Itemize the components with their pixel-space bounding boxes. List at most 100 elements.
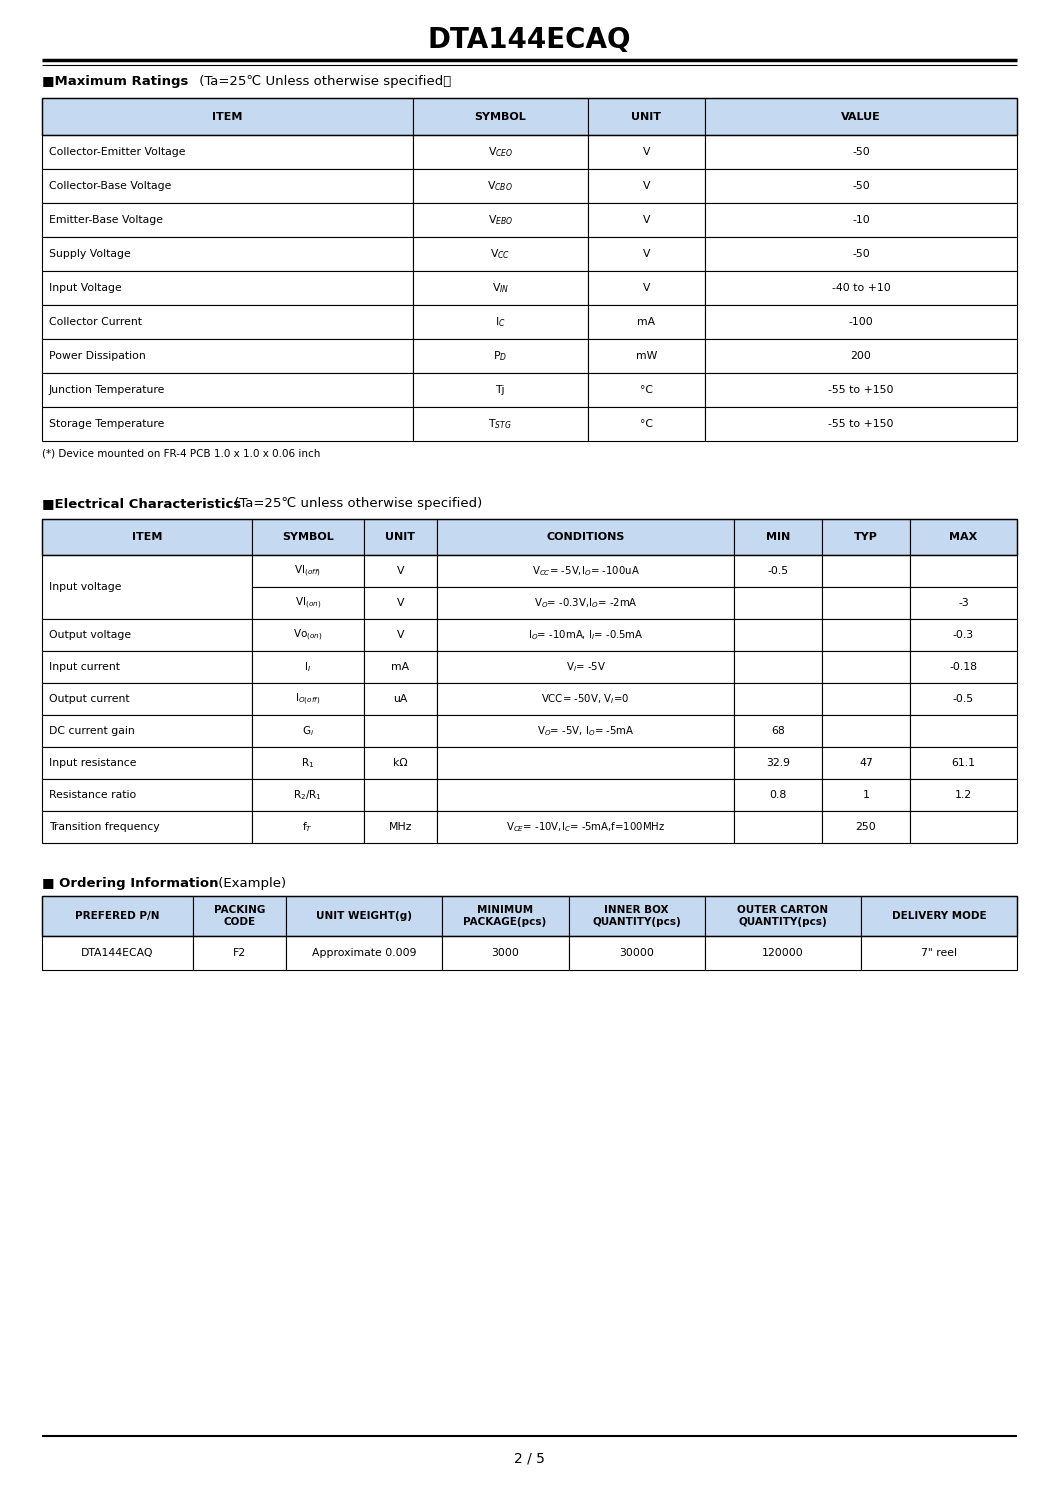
- Bar: [734, 518, 822, 554]
- Text: Approximate 0.009: Approximate 0.009: [311, 948, 416, 959]
- Text: DELIVERY MODE: DELIVERY MODE: [892, 911, 986, 921]
- Bar: [910, 518, 1017, 554]
- Text: VCC= -50V, V$_{I}$=0: VCC= -50V, V$_{I}$=0: [541, 692, 630, 706]
- Bar: [705, 169, 1017, 204]
- Bar: [822, 810, 910, 843]
- Text: ITEM: ITEM: [131, 532, 162, 542]
- Bar: [42, 339, 413, 373]
- Bar: [363, 810, 437, 843]
- Text: 61.1: 61.1: [951, 758, 975, 768]
- Text: (Ta=25℃ Unless otherwise specified）: (Ta=25℃ Unless otherwise specified）: [195, 75, 451, 88]
- Text: -0.5: -0.5: [953, 694, 974, 704]
- Bar: [363, 683, 437, 715]
- Bar: [705, 373, 1017, 407]
- Bar: [705, 936, 861, 971]
- Text: V$_{CEO}$: V$_{CEO}$: [487, 145, 513, 159]
- Bar: [437, 518, 734, 554]
- Text: MAX: MAX: [949, 532, 977, 542]
- Bar: [705, 271, 1017, 306]
- Text: I$_{O}$= -10mA, I$_{I}$= -0.5mA: I$_{O}$= -10mA, I$_{I}$= -0.5mA: [527, 628, 644, 643]
- Bar: [822, 683, 910, 715]
- Text: Collector-Base Voltage: Collector-Base Voltage: [49, 181, 172, 192]
- Bar: [413, 407, 588, 440]
- Bar: [705, 896, 861, 936]
- Text: Vo$_{(on)}$: Vo$_{(on)}$: [293, 628, 323, 643]
- Text: PACKING
CODE: PACKING CODE: [214, 905, 265, 927]
- Text: F2: F2: [233, 948, 246, 959]
- Text: Junction Temperature: Junction Temperature: [49, 385, 165, 395]
- Text: ■ Ordering Information: ■ Ordering Information: [42, 876, 218, 890]
- Text: UNIT: UNIT: [385, 532, 415, 542]
- Bar: [413, 339, 588, 373]
- Text: V$_{EBO}$: V$_{EBO}$: [487, 213, 513, 226]
- Text: MIN: MIN: [766, 532, 790, 542]
- Text: V: V: [643, 181, 650, 192]
- Text: V$_{O}$= -0.3V,I$_{O}$= -2mA: V$_{O}$= -0.3V,I$_{O}$= -2mA: [534, 596, 638, 610]
- Bar: [588, 306, 705, 339]
- Bar: [588, 204, 705, 237]
- Text: V: V: [643, 147, 650, 157]
- Bar: [42, 97, 1017, 135]
- Bar: [910, 810, 1017, 843]
- Bar: [910, 715, 1017, 748]
- Bar: [42, 619, 252, 652]
- Text: Tj: Tj: [496, 385, 505, 395]
- Bar: [252, 810, 363, 843]
- Bar: [442, 896, 569, 936]
- Bar: [252, 748, 363, 779]
- Bar: [42, 271, 413, 306]
- Bar: [252, 715, 363, 748]
- Text: -50: -50: [852, 249, 869, 259]
- Text: -0.5: -0.5: [768, 566, 789, 577]
- Bar: [705, 306, 1017, 339]
- Bar: [734, 715, 822, 748]
- Bar: [822, 518, 910, 554]
- Bar: [42, 810, 252, 843]
- Text: uA: uA: [393, 694, 408, 704]
- Text: -100: -100: [848, 318, 874, 327]
- Text: 7" reel: 7" reel: [921, 948, 957, 959]
- Bar: [910, 554, 1017, 587]
- Text: -55 to +150: -55 to +150: [828, 419, 894, 428]
- Text: SYMBOL: SYMBOL: [474, 111, 526, 121]
- Bar: [822, 587, 910, 619]
- Text: V$_{CC}$= -5V,I$_{O}$= -100uA: V$_{CC}$= -5V,I$_{O}$= -100uA: [532, 565, 640, 578]
- Text: mA: mA: [638, 318, 656, 327]
- Text: Emitter-Base Voltage: Emitter-Base Voltage: [49, 216, 163, 225]
- Bar: [437, 652, 734, 683]
- Bar: [822, 779, 910, 810]
- Text: I$_{C}$: I$_{C}$: [495, 315, 505, 330]
- Text: R$_{1}$: R$_{1}$: [301, 756, 315, 770]
- Bar: [413, 204, 588, 237]
- Text: V: V: [643, 249, 650, 259]
- Text: SYMBOL: SYMBOL: [282, 532, 334, 542]
- Text: DTA144ECAQ: DTA144ECAQ: [428, 25, 631, 54]
- Bar: [252, 587, 363, 619]
- Bar: [363, 587, 437, 619]
- Bar: [42, 652, 252, 683]
- Text: Transition frequency: Transition frequency: [49, 822, 160, 831]
- Bar: [705, 135, 1017, 169]
- Text: mA: mA: [391, 662, 410, 673]
- Text: P$_{D}$: P$_{D}$: [493, 349, 507, 363]
- Text: VI$_{(on)}$: VI$_{(on)}$: [294, 595, 321, 611]
- Text: G$_{i}$: G$_{i}$: [302, 724, 313, 739]
- Bar: [588, 169, 705, 204]
- Text: V$_{IN}$: V$_{IN}$: [491, 282, 509, 295]
- Bar: [437, 810, 734, 843]
- Text: Input Voltage: Input Voltage: [49, 283, 122, 294]
- Text: 3000: 3000: [491, 948, 519, 959]
- Bar: [588, 373, 705, 407]
- Bar: [42, 237, 413, 271]
- Text: PREFERED P/N: PREFERED P/N: [75, 911, 160, 921]
- Text: UNIT WEIGHT(g): UNIT WEIGHT(g): [316, 911, 412, 921]
- Bar: [252, 518, 363, 554]
- Bar: [910, 619, 1017, 652]
- Text: -40 to +10: -40 to +10: [831, 283, 891, 294]
- Bar: [437, 715, 734, 748]
- Text: 2 / 5: 2 / 5: [514, 1452, 545, 1465]
- Text: Supply Voltage: Supply Voltage: [49, 249, 130, 259]
- Text: 32.9: 32.9: [766, 758, 790, 768]
- Bar: [42, 683, 252, 715]
- Text: V: V: [643, 216, 650, 225]
